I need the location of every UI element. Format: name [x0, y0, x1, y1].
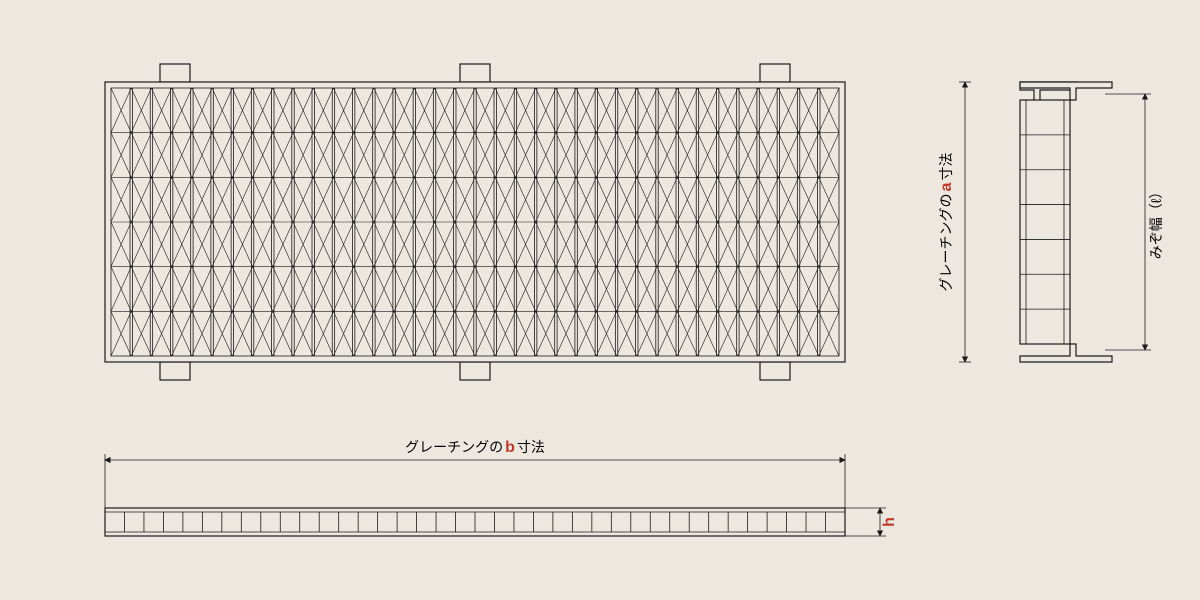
dimension-b-label: グレーチングのb寸法: [405, 439, 545, 456]
grating-end-section: [1020, 82, 1112, 362]
dimension-a: グレーチングのa寸法: [938, 82, 971, 362]
dimension-h-label: h: [881, 517, 898, 527]
dimension-b: グレーチングのb寸法: [105, 439, 845, 508]
grating-plan-view: [105, 64, 845, 380]
dimension-l-label: みぞ幅（ℓ）: [1148, 185, 1164, 260]
dimension-a-label: グレーチングのa寸法: [938, 153, 955, 292]
dimension-l: みぞ幅（ℓ）: [1105, 94, 1164, 350]
dimension-h: h: [845, 508, 898, 536]
grating-front-view: [105, 508, 845, 536]
